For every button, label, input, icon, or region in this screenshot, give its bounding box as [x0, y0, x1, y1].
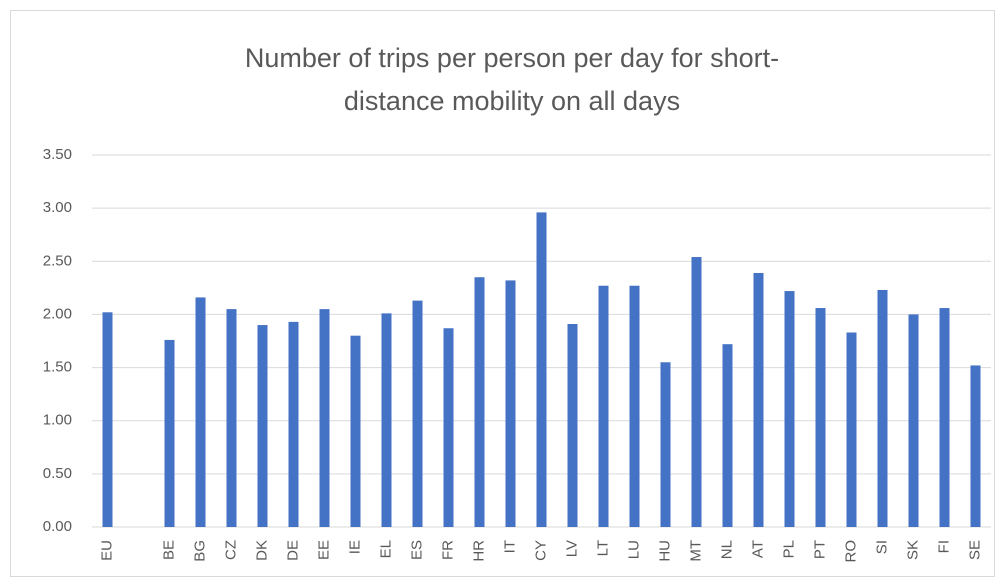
y-tick-label: 2.00: [43, 305, 72, 322]
bar: [381, 313, 392, 527]
bar: [164, 339, 175, 527]
y-tick-label: 1.50: [43, 359, 72, 376]
bar: [536, 212, 547, 527]
x-tick-label: EL: [377, 540, 394, 558]
bar: [443, 328, 454, 527]
bar: [505, 280, 516, 527]
x-tick-label: LT: [594, 540, 611, 556]
x-tick-label: FI: [935, 540, 952, 553]
x-tick-label: CZ: [222, 540, 239, 560]
x-tick-label: RO: [842, 540, 859, 563]
x-tick-label: IT: [501, 540, 518, 553]
bar: [412, 300, 423, 527]
bar: [784, 291, 795, 527]
x-tick-label: PL: [780, 540, 797, 558]
y-tick-label: 1.00: [43, 412, 72, 429]
bar: [598, 285, 609, 527]
bar: [753, 272, 764, 527]
bar: [102, 312, 113, 527]
bar: [722, 344, 733, 527]
x-tick-label: MT: [687, 540, 704, 562]
bar: [629, 285, 640, 527]
y-tick-label: 0.00: [43, 518, 72, 535]
bar: [195, 297, 206, 527]
x-tick-label: ES: [408, 540, 425, 560]
x-tick-label: HR: [470, 540, 487, 562]
bar: [319, 309, 330, 527]
x-tick-label: PT: [811, 540, 828, 559]
x-tick-label: SK: [904, 540, 921, 560]
bar: [350, 335, 361, 527]
bar: [257, 325, 268, 527]
x-tick-label: FR: [439, 540, 456, 560]
bar: [474, 277, 485, 527]
x-tick-label: AT: [749, 540, 766, 558]
x-tick-label: SI: [873, 540, 890, 554]
x-tick-label: NL: [718, 540, 735, 559]
y-tick-label: 3.50: [43, 146, 72, 163]
bar: [288, 321, 299, 527]
x-tick-label: DK: [253, 540, 270, 561]
x-tick-label: LV: [563, 540, 580, 557]
chart-title: distance mobility on all days: [344, 86, 680, 116]
x-tick-label: BE: [160, 540, 177, 560]
x-tick-label: EU: [98, 540, 115, 561]
bar: [691, 257, 702, 527]
bar: [226, 309, 237, 527]
x-tick-label: CY: [532, 540, 549, 561]
x-tick-label: SE: [966, 540, 983, 560]
bar: [939, 308, 950, 527]
chart-title: Number of trips per person per day for s…: [245, 43, 779, 73]
y-tick-label: 2.50: [43, 252, 72, 269]
x-tick-label: HU: [656, 540, 673, 562]
x-tick-label: IE: [346, 540, 363, 554]
x-tick-label: DE: [284, 540, 301, 561]
x-tick-label: LU: [625, 540, 642, 559]
y-tick-label: 0.50: [43, 465, 72, 482]
bar: [908, 314, 919, 527]
bar: [567, 323, 578, 527]
bar: [660, 362, 671, 527]
bar: [877, 289, 888, 527]
x-tick-label: EE: [315, 540, 332, 560]
bar: [970, 365, 981, 527]
bar: [815, 308, 826, 527]
x-tick-label: BG: [191, 540, 208, 562]
bar: [846, 332, 857, 527]
y-tick-label: 3.00: [43, 199, 72, 216]
